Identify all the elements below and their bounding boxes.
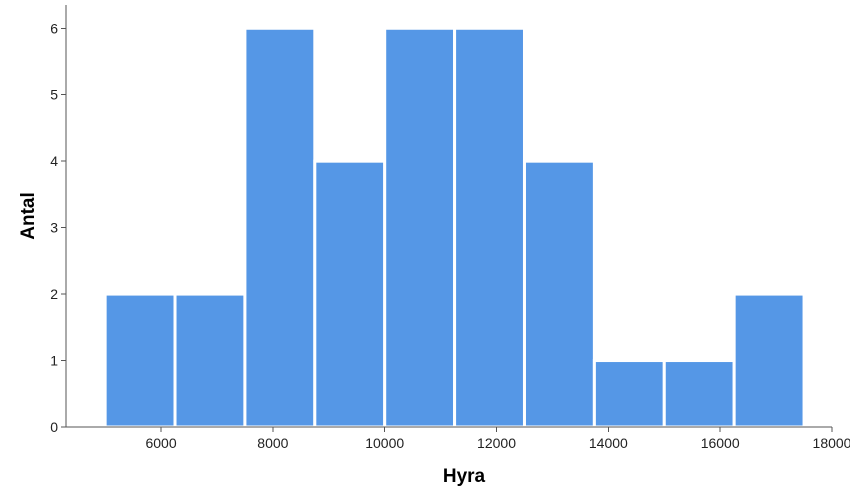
x-tick-label: 12000 bbox=[477, 435, 516, 451]
histogram-bar bbox=[313, 159, 387, 429]
x-tick-label: 10000 bbox=[365, 435, 404, 451]
y-axis-title: Antal bbox=[18, 192, 39, 240]
histogram-bar bbox=[592, 359, 666, 429]
histogram-bar bbox=[173, 292, 247, 429]
y-tick-label: 4 bbox=[50, 153, 58, 169]
x-tick-label: 6000 bbox=[145, 435, 176, 451]
x-tick-label: 18000 bbox=[813, 435, 850, 451]
histogram-bar bbox=[453, 26, 526, 429]
y-tick-label: 6 bbox=[50, 20, 58, 36]
y-tick-label: 1 bbox=[50, 353, 58, 369]
histogram-bar bbox=[522, 159, 596, 429]
y-tick-label: 0 bbox=[50, 419, 58, 435]
x-tick-label: 8000 bbox=[257, 435, 288, 451]
histogram-bar bbox=[103, 292, 177, 429]
x-ticks-group: 6000 8000 10000 12000 14000 16000 18000 bbox=[145, 427, 850, 451]
y-tick-label: 2 bbox=[50, 286, 58, 302]
x-tick-label: 14000 bbox=[589, 435, 628, 451]
x-tick-label: 16000 bbox=[701, 435, 740, 451]
y-tick-label: 5 bbox=[50, 87, 58, 103]
histogram-bar bbox=[732, 292, 806, 429]
axes-group bbox=[65, 5, 832, 428]
x-axis-title: Hyra bbox=[443, 466, 486, 487]
y-tick-label: 3 bbox=[50, 220, 58, 236]
bars-group bbox=[103, 26, 806, 429]
y-ticks-group: 0 1 2 3 4 5 6 bbox=[50, 20, 66, 435]
histogram-bar bbox=[243, 26, 317, 429]
histogram-bar bbox=[662, 359, 736, 429]
histogram-bar bbox=[383, 26, 457, 429]
